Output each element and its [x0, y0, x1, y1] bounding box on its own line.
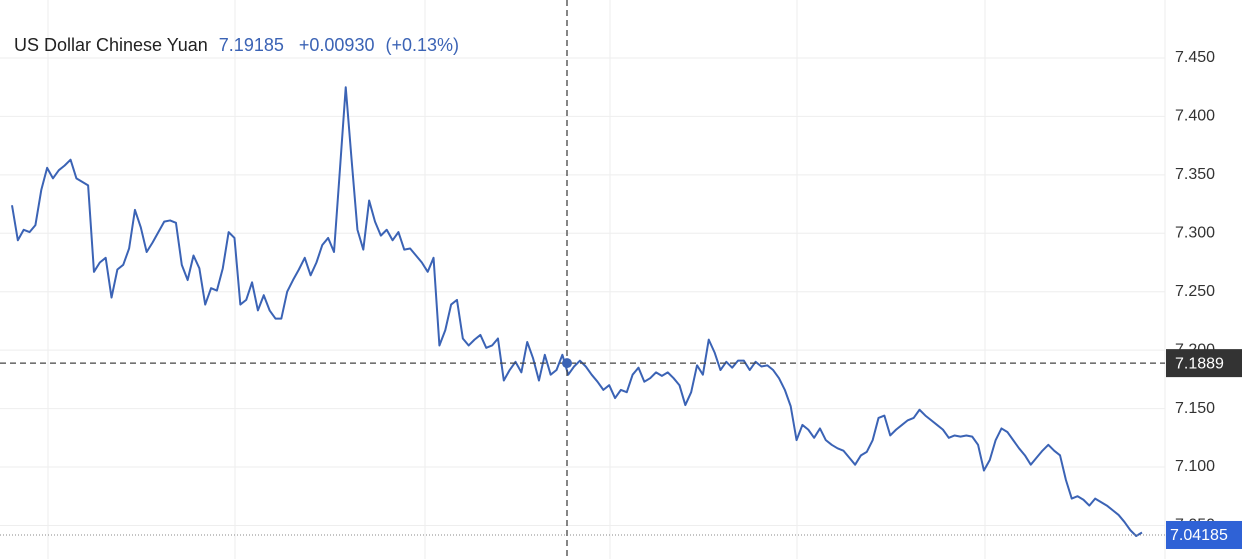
y-tick-label: 7.100: [1175, 458, 1215, 475]
change-percent: (+0.13%): [385, 35, 459, 55]
price: 7.19185: [219, 35, 284, 55]
y-tick-label: 7.250: [1175, 283, 1215, 300]
crosshair-badge: [1166, 349, 1242, 378]
y-tick-label: 7.450: [1175, 49, 1215, 66]
last-value-label: 7.04185: [1170, 527, 1228, 544]
header: US Dollar Chinese Yuan 7.19185 +0.00930 …: [14, 35, 459, 55]
chart-title: US Dollar Chinese Yuan: [14, 35, 208, 55]
vertical-grid: [47, 0, 1166, 559]
overlay: 7.1889 7.04185: [0, 349, 1242, 549]
crosshair-dot: [562, 358, 572, 369]
crosshair-label: 7.1889: [1175, 355, 1224, 372]
y-tick-label: 7.150: [1175, 400, 1215, 417]
y-tick-label: 7.400: [1175, 108, 1215, 125]
y-tick-label: 7.300: [1175, 224, 1215, 241]
change: +0.00930: [299, 35, 375, 55]
y-tick-label: 7.350: [1175, 166, 1215, 183]
price-line: [11, 86, 1143, 537]
plot: [11, 86, 1143, 537]
last-value-badge: [1166, 520, 1242, 549]
